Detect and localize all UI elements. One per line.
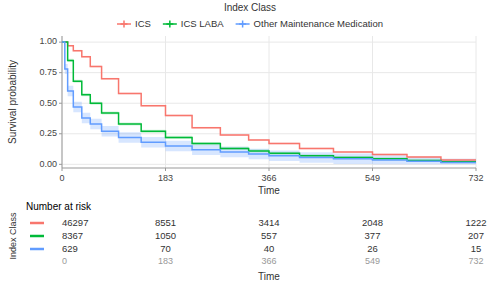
- risk-count: 377: [365, 230, 381, 241]
- y-axis-line: [62, 36, 63, 168]
- legend: Index Class ICS ICS LABA Other Maintenance …: [117, 2, 383, 29]
- plot-area: [62, 42, 476, 164]
- y-tick-label: 0.25: [39, 128, 57, 138]
- x-tick: [372, 168, 373, 171]
- grid-line-y: [62, 72, 476, 73]
- risk-time-label: 366: [261, 256, 276, 266]
- risk-x-label: Time: [258, 271, 280, 282]
- legend-items: ICS ICS LABA Other Maintenance Medication: [117, 18, 383, 29]
- risk-table-title: Number at risk: [26, 201, 92, 212]
- ci-band: [62, 42, 476, 161]
- legend-marker: [120, 21, 127, 28]
- legend-label: ICS LABA: [181, 18, 224, 29]
- grid: [62, 36, 476, 168]
- risk-row-title: Index Class: [8, 212, 18, 260]
- risk-count: 207: [468, 230, 484, 241]
- y-tick-label: 0.50: [39, 98, 57, 108]
- legend-item: Other Maintenance Medication: [236, 18, 383, 29]
- x-tick-label: 732: [468, 173, 483, 183]
- legend-label: Other Maintenance Medication: [254, 18, 383, 29]
- grid-line-y: [62, 42, 476, 43]
- risk-count: 15: [471, 243, 482, 254]
- page: {"chart_data": { "type": "line", "xlabel…: [0, 0, 500, 290]
- legend-marker: [239, 21, 246, 28]
- risk-table: Number at risk 46297 8551 3414 2048 1222 8367 1…: [8, 201, 487, 282]
- ci-band: [62, 42, 476, 163]
- y-tick: [59, 133, 62, 134]
- y-tick-label: 1.00: [39, 36, 57, 46]
- grid-line-x: [476, 36, 477, 168]
- risk-time-label: 732: [468, 256, 483, 266]
- risk-time-label: 0: [62, 256, 67, 266]
- risk-count: 26: [367, 243, 378, 254]
- risk-row-swatch: [30, 248, 44, 251]
- x-axis-label: Time: [258, 185, 280, 196]
- risk-row-swatch: [30, 222, 44, 225]
- legend-item: ICS LABA: [163, 18, 224, 29]
- grid-line-x: [269, 36, 270, 168]
- ci-band: [62, 42, 476, 164]
- x-tick-label: 549: [365, 173, 380, 183]
- x-tick: [476, 168, 477, 171]
- x-tick: [165, 168, 166, 171]
- chart: 0.00 0.25 0.50 0.75 1.00 0 183 366 549 732 Time Sur…: [0, 0, 500, 290]
- y-tick: [59, 42, 62, 43]
- risk-count: 70: [160, 243, 171, 254]
- risk-count: 46297: [62, 217, 88, 228]
- risk-count: 3414: [258, 217, 279, 228]
- legend-marker: [166, 21, 173, 28]
- risk-row-swatch: [30, 235, 44, 238]
- survival-curve: [62, 42, 476, 162]
- risk-count: 8551: [155, 217, 176, 228]
- risk-count: 2048: [362, 217, 383, 228]
- risk-count: 1222: [465, 217, 486, 228]
- x-tick-label: 366: [261, 173, 276, 183]
- risk-count: 40: [264, 243, 275, 254]
- y-tick: [59, 164, 62, 165]
- risk-count: 8367: [62, 230, 83, 241]
- survival-curve: [62, 42, 476, 160]
- y-tick: [59, 103, 62, 104]
- grid-line-x: [372, 36, 373, 168]
- legend-label: ICS: [135, 18, 151, 29]
- survival-curve: [62, 42, 476, 162]
- risk-count: 1050: [155, 230, 176, 241]
- x-tick: [62, 168, 63, 171]
- y-tick-label: 0.75: [39, 67, 57, 77]
- y-tick-label: 0.00: [39, 159, 57, 169]
- grid-line-x: [62, 36, 63, 168]
- x-tick: [269, 168, 270, 171]
- risk-time-label: 549: [365, 256, 380, 266]
- risk-count: 629: [62, 243, 78, 254]
- legend-title: Index Class: [224, 2, 276, 13]
- y-axis-label: Survival probability: [7, 60, 18, 144]
- risk-time-label: 183: [158, 256, 173, 266]
- x-tick-label: 183: [158, 173, 173, 183]
- y-tick: [59, 72, 62, 73]
- x-tick-label: 0: [59, 173, 64, 183]
- risk-count: 557: [261, 230, 277, 241]
- grid-line-y: [62, 103, 476, 104]
- legend-item: ICS: [117, 18, 151, 29]
